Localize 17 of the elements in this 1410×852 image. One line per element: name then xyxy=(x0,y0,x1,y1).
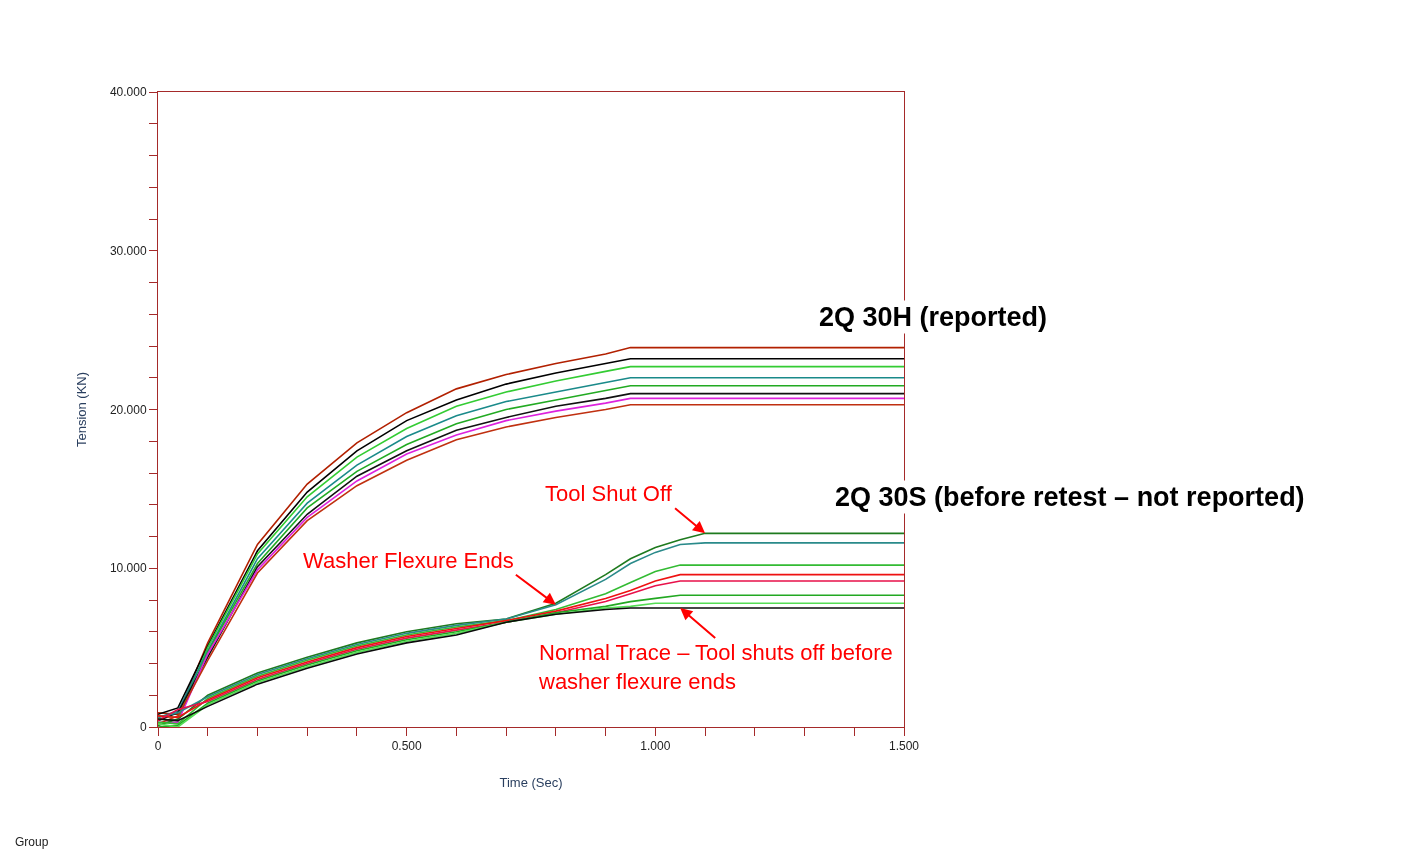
y-axis-title: Tension (KN) xyxy=(73,371,89,448)
text: Group xyxy=(15,835,49,849)
annotation: Washer Flexure Ends xyxy=(303,548,514,573)
x-tick-label: 0.500 xyxy=(391,739,423,754)
x-tick-label: 1.000 xyxy=(640,739,671,754)
x-tick-label: 0 xyxy=(154,739,162,754)
annotation: Tool Shut Off xyxy=(545,481,673,506)
y-tick-label: 40.000 xyxy=(109,85,147,100)
x-axis-title: Time (Sec) xyxy=(499,775,563,790)
y-tick-label: 20.000 xyxy=(109,402,147,417)
y-tick-label: 30.000 xyxy=(109,243,147,258)
annotation: 2Q 30S (before retest – not reported) xyxy=(835,482,1305,512)
annotation: 2Q 30H (reported) xyxy=(819,302,1048,332)
annotation: Normal Trace – Tool shuts off before washer flexure ends xyxy=(538,640,893,694)
x-tick-label: 1.500 xyxy=(888,739,920,754)
y-tick-label: 0 xyxy=(139,720,147,735)
y-tick-label: 10.000 xyxy=(109,561,147,576)
